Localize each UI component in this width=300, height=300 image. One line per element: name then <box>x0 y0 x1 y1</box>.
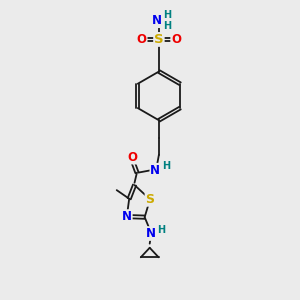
Text: H: H <box>163 21 171 31</box>
Text: N: N <box>150 164 160 177</box>
Text: N: N <box>122 210 132 223</box>
Text: H: H <box>157 225 165 235</box>
Text: O: O <box>128 151 138 164</box>
Text: N: N <box>152 14 162 27</box>
Text: N: N <box>146 227 156 240</box>
Text: O: O <box>137 33 147 46</box>
Text: S: S <box>154 33 164 46</box>
Text: O: O <box>171 33 181 46</box>
Text: H: H <box>162 161 170 171</box>
Text: H: H <box>163 11 171 20</box>
Text: S: S <box>146 193 154 206</box>
